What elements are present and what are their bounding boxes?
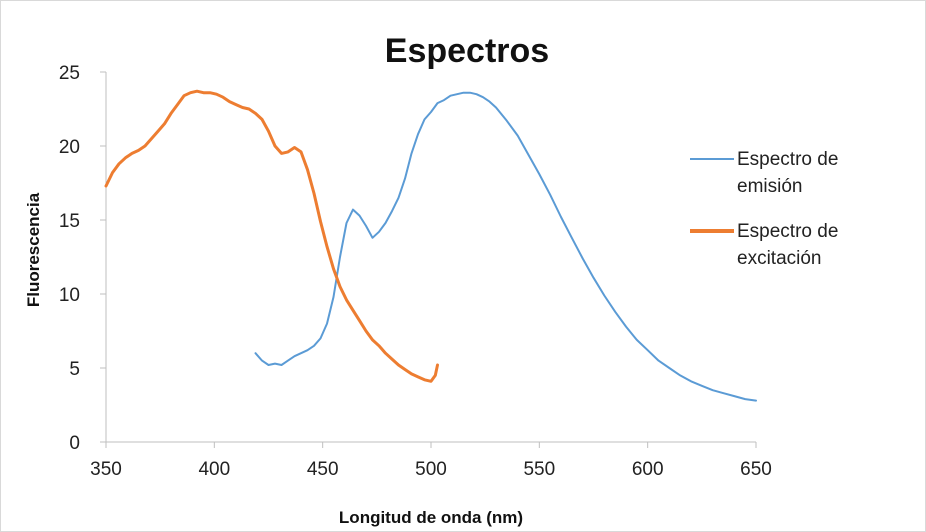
legend: Espectro de emisión Espectro de excitación bbox=[690, 149, 838, 269]
y-tick-label: 20 bbox=[59, 137, 80, 158]
x-axis-title: Longitud de onda (nm) bbox=[339, 508, 523, 527]
series-lines bbox=[104, 89, 757, 402]
y-tick-label: 0 bbox=[69, 433, 80, 454]
x-tick-label: 500 bbox=[415, 459, 447, 480]
y-tick-label: 5 bbox=[69, 359, 80, 380]
x-tick-label: 550 bbox=[523, 459, 555, 480]
legend-label: emisión bbox=[737, 176, 802, 197]
x-tick-label: 400 bbox=[198, 459, 230, 480]
x-tick-label: 350 bbox=[90, 459, 122, 480]
y-tick-label: 10 bbox=[59, 285, 80, 306]
x-tick-label: 450 bbox=[307, 459, 339, 480]
x-tick-label: 650 bbox=[740, 459, 772, 480]
legend-label: Espectro de bbox=[737, 221, 838, 242]
chart-title: Espectros bbox=[385, 32, 549, 70]
x-axis-ticks: 350 400 450 500 550 600 650 bbox=[90, 442, 772, 480]
x-tick-label: 600 bbox=[632, 459, 664, 480]
y-tick-label: 25 bbox=[59, 63, 80, 84]
y-axis-ticks: 0 5 10 15 20 25 bbox=[59, 63, 106, 454]
excitation-series-line bbox=[104, 89, 439, 383]
y-axis-title: Fluorescencia bbox=[24, 192, 43, 307]
legend-label: Espectro de bbox=[737, 149, 838, 170]
emission-series-line bbox=[254, 91, 757, 402]
legend-label: excitación bbox=[737, 248, 822, 269]
y-tick-label: 15 bbox=[59, 211, 80, 232]
